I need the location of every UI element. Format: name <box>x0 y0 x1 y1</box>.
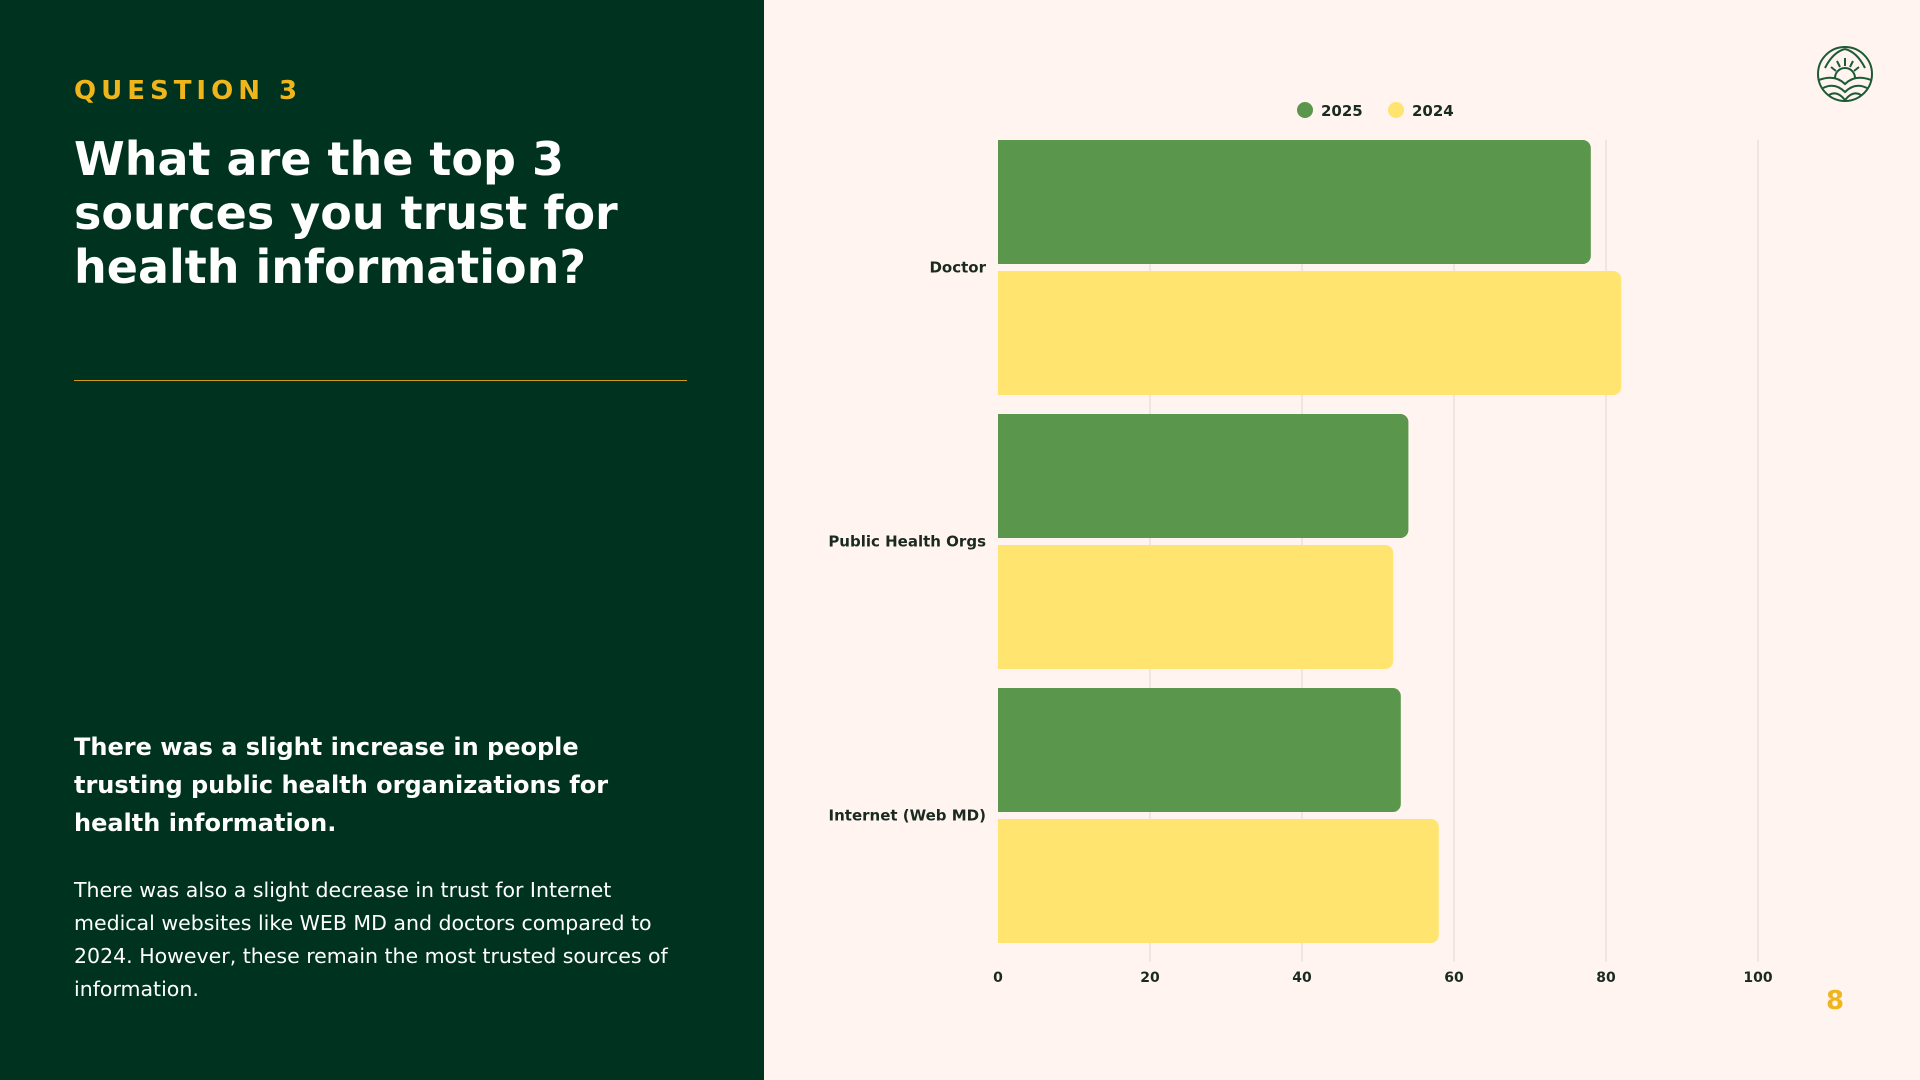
legend-swatch-2024 <box>1388 102 1404 118</box>
key-finding: There was a slight increase in people tr… <box>74 733 609 837</box>
divider <box>74 380 687 381</box>
category-label: Doctor <box>929 259 986 277</box>
x-tick-label: 40 <box>1292 970 1312 986</box>
logo-icon <box>1817 46 1873 102</box>
bar-2025-0 <box>998 140 1591 264</box>
body-text: There was also a slight decrease in trus… <box>74 878 668 1001</box>
legend-label: 2024 <box>1412 102 1454 120</box>
question-kicker: QUESTION 3 <box>74 76 303 106</box>
x-tick-label: 20 <box>1140 970 1160 986</box>
x-tick-label: 0 <box>993 970 1003 986</box>
category-label: Internet (Web MD) <box>829 807 986 825</box>
x-tick-label: 100 <box>1743 970 1772 986</box>
legend-swatch-2025 <box>1297 102 1313 118</box>
page-title: What are the top 3 sources you trust for… <box>74 132 618 294</box>
left-panel: QUESTION 3 What are the top 3 sources yo… <box>0 0 764 1080</box>
legend-label: 2025 <box>1321 102 1363 120</box>
bar-2025-2 <box>998 688 1401 812</box>
x-tick-label: 80 <box>1596 970 1616 986</box>
bar-2024-0 <box>997 271 1622 395</box>
bar-2024-1 <box>997 545 1394 669</box>
x-tick-label: 60 <box>1444 970 1464 986</box>
bar-2024-2 <box>998 819 1439 943</box>
page-number: 8 <box>1826 986 1845 1016</box>
bar-2025-1 <box>998 414 1409 538</box>
category-label: Public Health Orgs <box>828 533 986 551</box>
